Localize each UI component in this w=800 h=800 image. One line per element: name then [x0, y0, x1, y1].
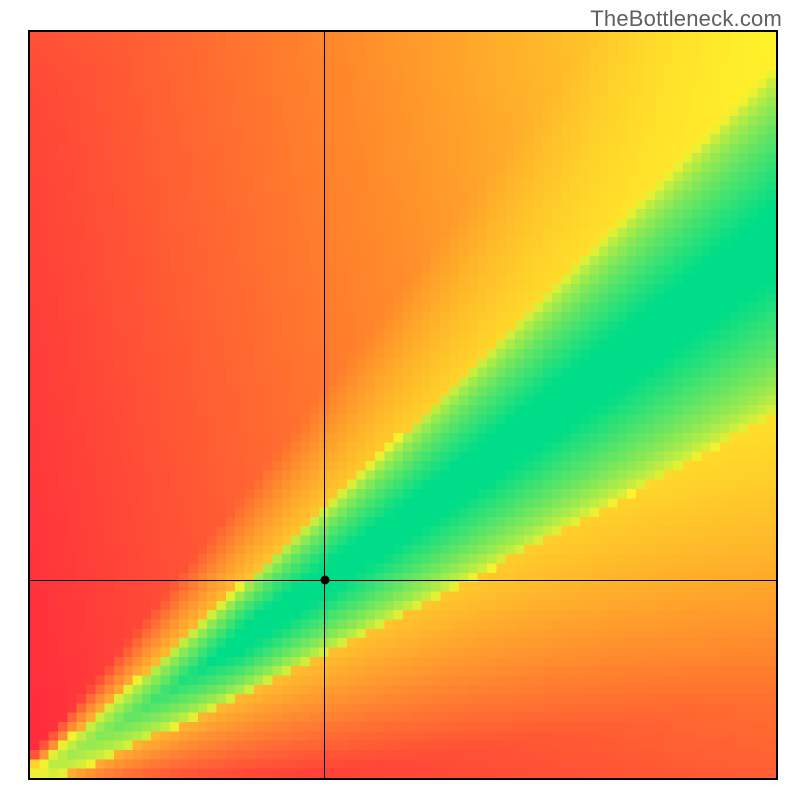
- crosshair-horizontal: [30, 580, 776, 581]
- chart-container: TheBottleneck.com: [0, 0, 800, 800]
- plot-border-right: [776, 30, 778, 780]
- marker-point: [320, 576, 329, 585]
- crosshair-vertical: [324, 32, 325, 778]
- plot-border-bottom: [28, 778, 778, 780]
- plot-border-left: [28, 30, 30, 780]
- heatmap-canvas: [30, 32, 776, 778]
- watermark-text: TheBottleneck.com: [590, 6, 782, 32]
